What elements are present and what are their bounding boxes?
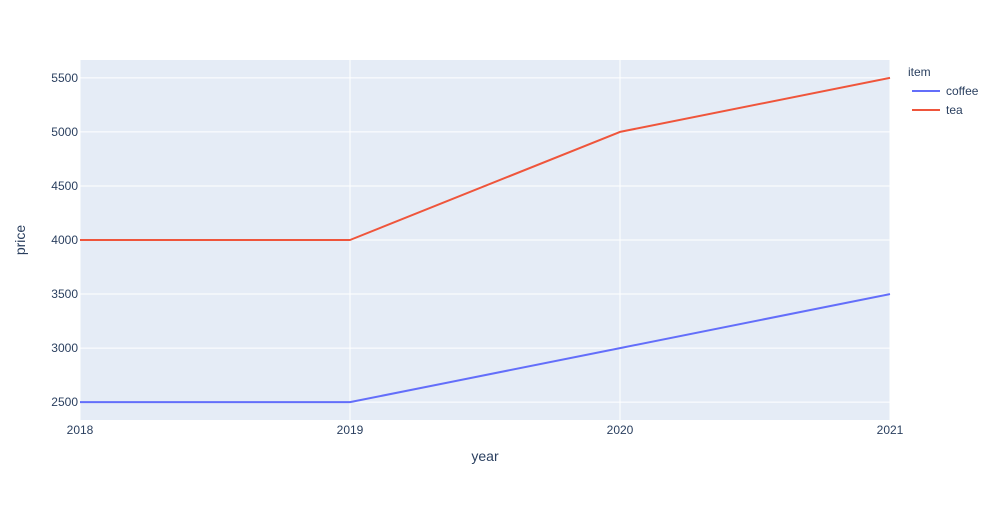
y-tick-label: 3000: [51, 341, 78, 355]
y-tick-label: 2500: [51, 395, 78, 409]
y-tick-label: 4000: [51, 233, 78, 247]
x-tick-label: 2021: [877, 423, 904, 437]
y-tick-labels: 2500 3000 3500 4000 4500 5000 5500: [51, 71, 78, 409]
y-tick-label: 5500: [51, 71, 78, 85]
series-layer: [80, 76, 891, 404]
legend: item coffee tea: [908, 65, 979, 117]
series-line-coffee: [80, 293, 891, 404]
x-tick-label: 2019: [337, 423, 364, 437]
x-tick-labels: 2018 2019 2020 2021: [67, 423, 904, 437]
legend-items: coffee tea: [912, 84, 979, 117]
x-gridlines: [79, 60, 891, 420]
series-line-tea: [80, 76, 891, 241]
y-tick-label: 5000: [51, 125, 78, 139]
x-tick-label: 2020: [607, 423, 634, 437]
y-tick-label: 4500: [51, 179, 78, 193]
x-tick-label: 2018: [67, 423, 94, 437]
legend-label-tea: tea: [946, 103, 963, 117]
y-axis-title: price: [12, 225, 28, 256]
x-axis-title: year: [471, 448, 499, 464]
y-tick-label: 3500: [51, 287, 78, 301]
legend-label-coffee: coffee: [946, 84, 979, 98]
legend-title: item: [908, 65, 931, 79]
